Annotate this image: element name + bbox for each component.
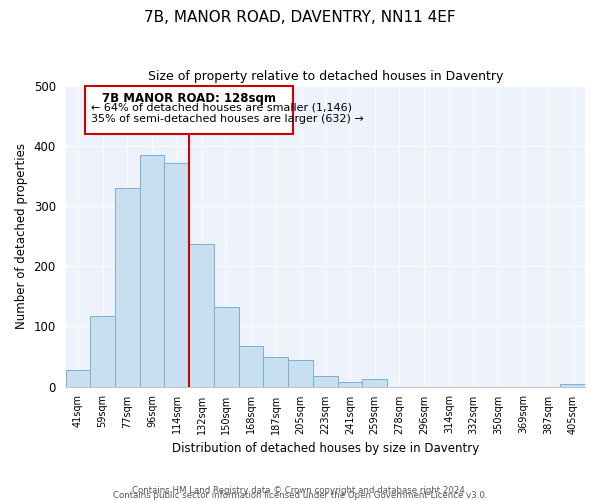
Bar	[338, 382, 362, 386]
Y-axis label: Number of detached properties: Number of detached properties	[15, 143, 28, 329]
X-axis label: Distribution of detached houses by size in Daventry: Distribution of detached houses by size …	[172, 442, 479, 455]
Bar	[90, 316, 115, 386]
Bar	[239, 346, 263, 387]
Bar	[115, 188, 140, 386]
Bar	[560, 384, 585, 386]
Title: Size of property relative to detached houses in Daventry: Size of property relative to detached ho…	[148, 70, 503, 83]
Text: ← 64% of detached houses are smaller (1,146): ← 64% of detached houses are smaller (1,…	[91, 102, 352, 113]
Bar	[288, 360, 313, 386]
Bar	[189, 244, 214, 386]
Bar	[140, 155, 164, 386]
Bar	[65, 370, 90, 386]
Bar	[362, 379, 387, 386]
Text: 7B MANOR ROAD: 128sqm: 7B MANOR ROAD: 128sqm	[102, 92, 276, 104]
Text: Contains public sector information licensed under the Open Government Licence v3: Contains public sector information licen…	[113, 490, 487, 500]
Text: 35% of semi-detached houses are larger (632) →: 35% of semi-detached houses are larger (…	[91, 114, 363, 124]
Bar	[313, 376, 338, 386]
Text: Contains HM Land Registry data © Crown copyright and database right 2024.: Contains HM Land Registry data © Crown c…	[132, 486, 468, 495]
Text: 7B, MANOR ROAD, DAVENTRY, NN11 4EF: 7B, MANOR ROAD, DAVENTRY, NN11 4EF	[144, 10, 456, 25]
FancyBboxPatch shape	[85, 86, 293, 134]
Bar	[214, 306, 239, 386]
Bar	[263, 356, 288, 386]
Bar	[164, 162, 189, 386]
